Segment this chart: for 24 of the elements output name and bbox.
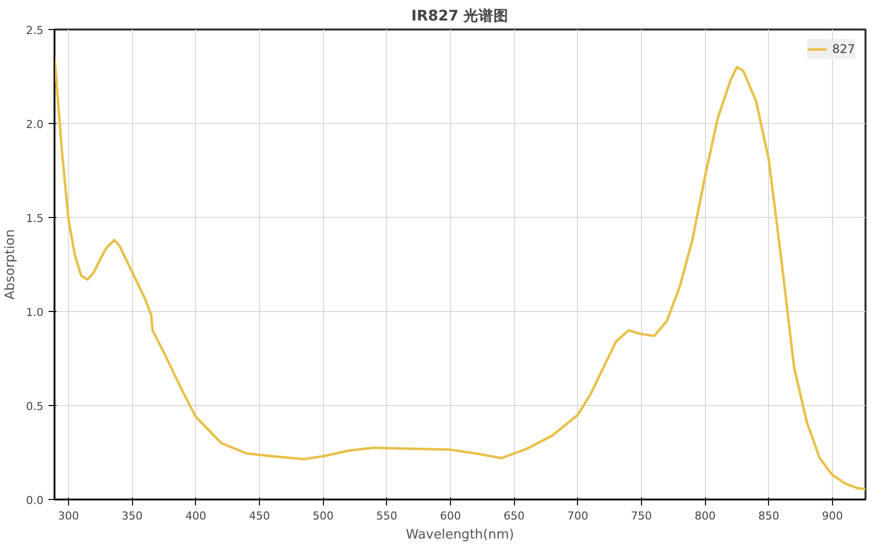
x-tick-label: 450 bbox=[248, 510, 270, 522]
legend-label: 827 bbox=[832, 42, 855, 56]
y-axis-title: Absorption bbox=[3, 229, 18, 300]
line-series bbox=[54, 56, 866, 490]
x-tick-label: 750 bbox=[630, 510, 652, 522]
x-tick-label: 300 bbox=[58, 510, 80, 522]
x-tick-label: 650 bbox=[504, 510, 525, 522]
y-tick-label: 2.5 bbox=[26, 24, 44, 37]
x-tick-label: 850 bbox=[758, 510, 780, 522]
x-tick-label: 350 bbox=[122, 510, 143, 522]
y-tick-label: 0.5 bbox=[26, 400, 44, 413]
x-tick-label: 500 bbox=[312, 510, 334, 522]
x-tick-label: 550 bbox=[376, 510, 398, 522]
x-axis-title: Wavelength(nm) bbox=[406, 528, 514, 542]
x-tick-label: 600 bbox=[440, 510, 461, 522]
chart-title: IR827 光谱图 bbox=[411, 6, 509, 24]
y-tick-label: 1.5 bbox=[26, 212, 44, 225]
y-tick-label: 1.0 bbox=[26, 306, 44, 319]
y-tick-label: 2.0 bbox=[26, 118, 44, 131]
x-tick-label: 800 bbox=[694, 510, 716, 522]
y-tick-label: 0.0 bbox=[26, 494, 44, 507]
x-tick-label: 900 bbox=[822, 510, 843, 522]
x-tick-label: 700 bbox=[567, 510, 588, 522]
x-tick-label: 400 bbox=[185, 510, 206, 522]
